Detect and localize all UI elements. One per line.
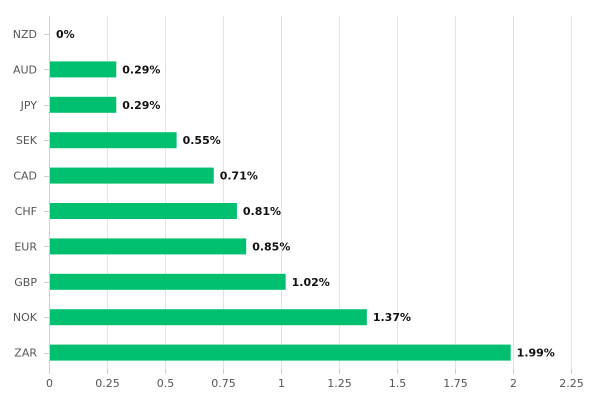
category-label: NZD	[13, 28, 37, 41]
category-label: ZAR	[14, 347, 37, 360]
x-tick-label: 0.5	[157, 377, 175, 390]
value-label: 0.85%	[252, 240, 290, 253]
bar-layer	[50, 61, 511, 361]
bar-zar	[50, 344, 511, 361]
value-label: 1.37%	[373, 311, 411, 324]
x-tick-label: 1.75	[443, 377, 468, 390]
bar-eur	[50, 238, 247, 255]
value-label: 0.55%	[183, 134, 221, 147]
bar-sek	[50, 132, 177, 149]
x-tick-label: 1.5	[389, 377, 407, 390]
value-label: 0.81%	[243, 205, 281, 218]
x-tick-label: 0.25	[95, 377, 120, 390]
x-tick-label: 1	[278, 377, 285, 390]
bar-cad	[50, 167, 214, 184]
grid-layer	[107, 16, 572, 369]
category-label: EUR	[14, 240, 37, 253]
category-label: CAD	[13, 170, 37, 183]
value-label: 1.02%	[292, 276, 330, 289]
x-tick-label: 1.25	[327, 377, 352, 390]
category-label: GBP	[14, 276, 37, 289]
x-tick-label: 0	[46, 377, 53, 390]
bar-gbp	[50, 273, 286, 290]
bar-jpy	[50, 96, 117, 113]
bar-chf	[50, 203, 237, 219]
bar-nok	[50, 309, 367, 326]
category-label: JPY	[20, 99, 38, 112]
category-label: CHF	[15, 205, 37, 218]
x-tick-label: 0.75	[211, 377, 236, 390]
category-label: SEK	[16, 134, 38, 147]
value-label: 0%	[56, 28, 75, 41]
x-tick-label: 2	[510, 377, 517, 390]
label-layer: 0 0.25 0.5 0.75 1 1.25 1.5 1.75 2 2.25 NZD 0% AUD 0.2…	[13, 28, 584, 390]
category-label: NOK	[13, 311, 38, 324]
bar-aud	[50, 61, 117, 78]
category-label: AUD	[13, 63, 37, 76]
value-label: 1.99%	[517, 347, 555, 360]
x-tick-label: 2.25	[559, 377, 584, 390]
value-label: 0.71%	[220, 170, 258, 183]
axis-layer	[44, 16, 572, 374]
value-label: 0.29%	[122, 63, 160, 76]
value-label: 0.29%	[122, 99, 160, 112]
